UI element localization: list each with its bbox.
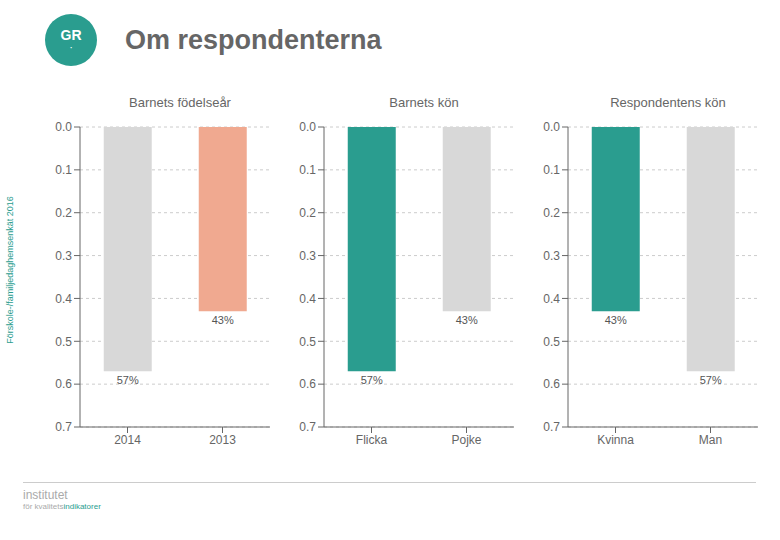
svg-text:0.1: 0.1 <box>55 163 72 177</box>
svg-text:0.3: 0.3 <box>299 249 316 263</box>
svg-text:57%: 57% <box>700 374 722 386</box>
svg-text:0.7: 0.7 <box>299 420 316 434</box>
svg-text:57%: 57% <box>117 374 139 386</box>
svg-text:0.6: 0.6 <box>55 377 72 391</box>
svg-text:57%: 57% <box>361 374 383 386</box>
svg-text:0.6: 0.6 <box>543 377 560 391</box>
svg-text:0.0: 0.0 <box>543 120 560 134</box>
svg-text:0.2: 0.2 <box>299 206 316 220</box>
svg-text:0.3: 0.3 <box>55 249 72 263</box>
svg-text:2014: 2014 <box>114 433 141 447</box>
svg-text:0.5: 0.5 <box>55 335 72 349</box>
svg-text:2013: 2013 <box>209 433 236 447</box>
svg-text:0.1: 0.1 <box>299 163 316 177</box>
html-text:Barnets kön: Barnets kön <box>389 95 459 110</box>
svg-text:0.4: 0.4 <box>543 292 560 306</box>
svg-text:43%: 43% <box>212 314 234 326</box>
svg-text:0.1: 0.1 <box>543 163 560 177</box>
svg-text:0.2: 0.2 <box>55 206 72 220</box>
svg-text:Pojke: Pojke <box>451 433 481 447</box>
svg-text:43%: 43% <box>605 314 627 326</box>
svg-text:0.7: 0.7 <box>55 420 72 434</box>
svg-text:0.3: 0.3 <box>543 249 560 263</box>
svg-text:0.0: 0.0 <box>299 120 316 134</box>
svg-text:0.0: 0.0 <box>55 120 72 134</box>
svg-text:0.4: 0.4 <box>299 292 316 306</box>
html-text:Om respondenterna: Om respondenterna <box>125 24 382 55</box>
svg-text:43%: 43% <box>456 314 478 326</box>
html-text:Barnets födelseår: Barnets födelseår <box>129 95 231 110</box>
svg-text:0.5: 0.5 <box>299 335 316 349</box>
html-text:Respondentens kön: Respondentens kön <box>610 95 726 110</box>
html-text:för kvalitets indikatorer: för kvalitets indikatorer <box>23 502 101 512</box>
svg-text:Man: Man <box>699 433 722 447</box>
html-text:institutet: institutet <box>23 488 68 502</box>
svg-text:0.7: 0.7 <box>543 420 560 434</box>
svg-text:Flicka: Flicka <box>356 433 388 447</box>
svg-text:0.2: 0.2 <box>543 206 560 220</box>
svg-text:0.4: 0.4 <box>55 292 72 306</box>
html-text:GR: GR <box>60 26 82 43</box>
svg-text:Kvinna: Kvinna <box>597 433 634 447</box>
html-text:Förskole-/familjedaghemsenkät: Förskole-/familjedaghemsenkät 2016 <box>5 196 15 344</box>
svg-text:0.5: 0.5 <box>543 335 560 349</box>
svg-text:0.6: 0.6 <box>299 377 316 391</box>
